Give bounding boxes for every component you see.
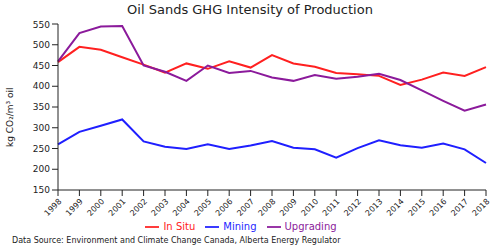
svg-text:2003: 2003 [150,197,171,218]
svg-text:2004: 2004 [171,197,192,218]
svg-text:150: 150 [33,185,50,195]
svg-text:500: 500 [33,40,50,50]
svg-text:2009: 2009 [278,197,299,218]
svg-text:400: 400 [33,81,50,91]
html-text:In Situ: In Situ [163,221,196,232]
html-text:Mining: Mining [223,221,257,232]
svg-text:2007: 2007 [235,197,256,218]
svg-text:2012: 2012 [342,197,363,218]
svg-text:kg CO₂/m³ oil: kg CO₂/m³ oil [8,87,15,147]
svg-text:2017: 2017 [449,197,470,218]
svg-text:2015: 2015 [406,197,427,218]
html-text:Data Source: Environment and C: Data Source: Environment and Climate Cha… [12,236,341,245]
svg-text:2014: 2014 [385,197,406,218]
svg-text:300: 300 [33,123,50,133]
svg-text:1998: 1998 [43,197,64,218]
svg-text:450: 450 [33,61,50,71]
svg-text:200: 200 [33,164,50,174]
html-text:Upgrading: Upgrading [284,221,337,232]
svg-text:1999: 1999 [64,197,85,218]
svg-text:2005: 2005 [192,197,213,218]
html-text:Oil Sands GHG Intensity of Pro: Oil Sands GHG Intensity of Production [127,2,373,17]
svg-text:350: 350 [33,102,50,112]
svg-text:550: 550 [33,20,50,30]
svg-text:2006: 2006 [214,197,235,218]
svg-text:2002: 2002 [128,197,149,218]
svg-text:2011: 2011 [321,197,342,218]
svg-text:2000: 2000 [85,197,106,218]
svg-text:2013: 2013 [364,197,385,218]
svg-text:2008: 2008 [257,197,278,218]
svg-text:2018: 2018 [471,197,492,218]
svg-text:2001: 2001 [107,197,128,218]
svg-text:250: 250 [33,144,50,154]
svg-text:2016: 2016 [428,197,449,218]
svg-text:2010: 2010 [299,197,320,218]
